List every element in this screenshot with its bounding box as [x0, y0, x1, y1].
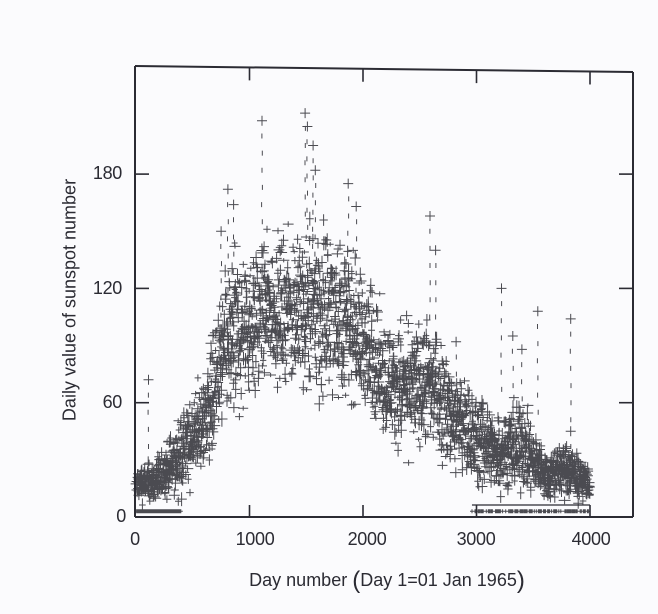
y-tick-label-120: 120 [92, 278, 122, 298]
paren-close: ) [516, 567, 525, 594]
y-tick-label-0: 0 [116, 506, 126, 526]
x-tick-label-3000: 3000 [456, 529, 496, 549]
y-tick-label-180: 180 [92, 163, 122, 183]
plot-frame [134, 65, 634, 518]
x-tick-label-4000: 4000 [571, 529, 611, 549]
x-axis-label-main: Day number [249, 570, 348, 590]
y-tick-label-60: 60 [102, 392, 123, 412]
x-tick-label-2000: 2000 [347, 529, 387, 549]
x-axis-label: Day number (Day 1=01 Jan 1965) [249, 567, 525, 595]
data-markers [130, 108, 595, 514]
paren-open: ( [352, 567, 361, 594]
y-axis-label: Daily value of sunspot number [59, 178, 80, 422]
x-tick-label-0: 0 [130, 529, 140, 549]
x-axis-label-note: Day 1=01 Jan 1965 [360, 570, 517, 590]
x-tick-label-1000: 1000 [235, 529, 275, 549]
